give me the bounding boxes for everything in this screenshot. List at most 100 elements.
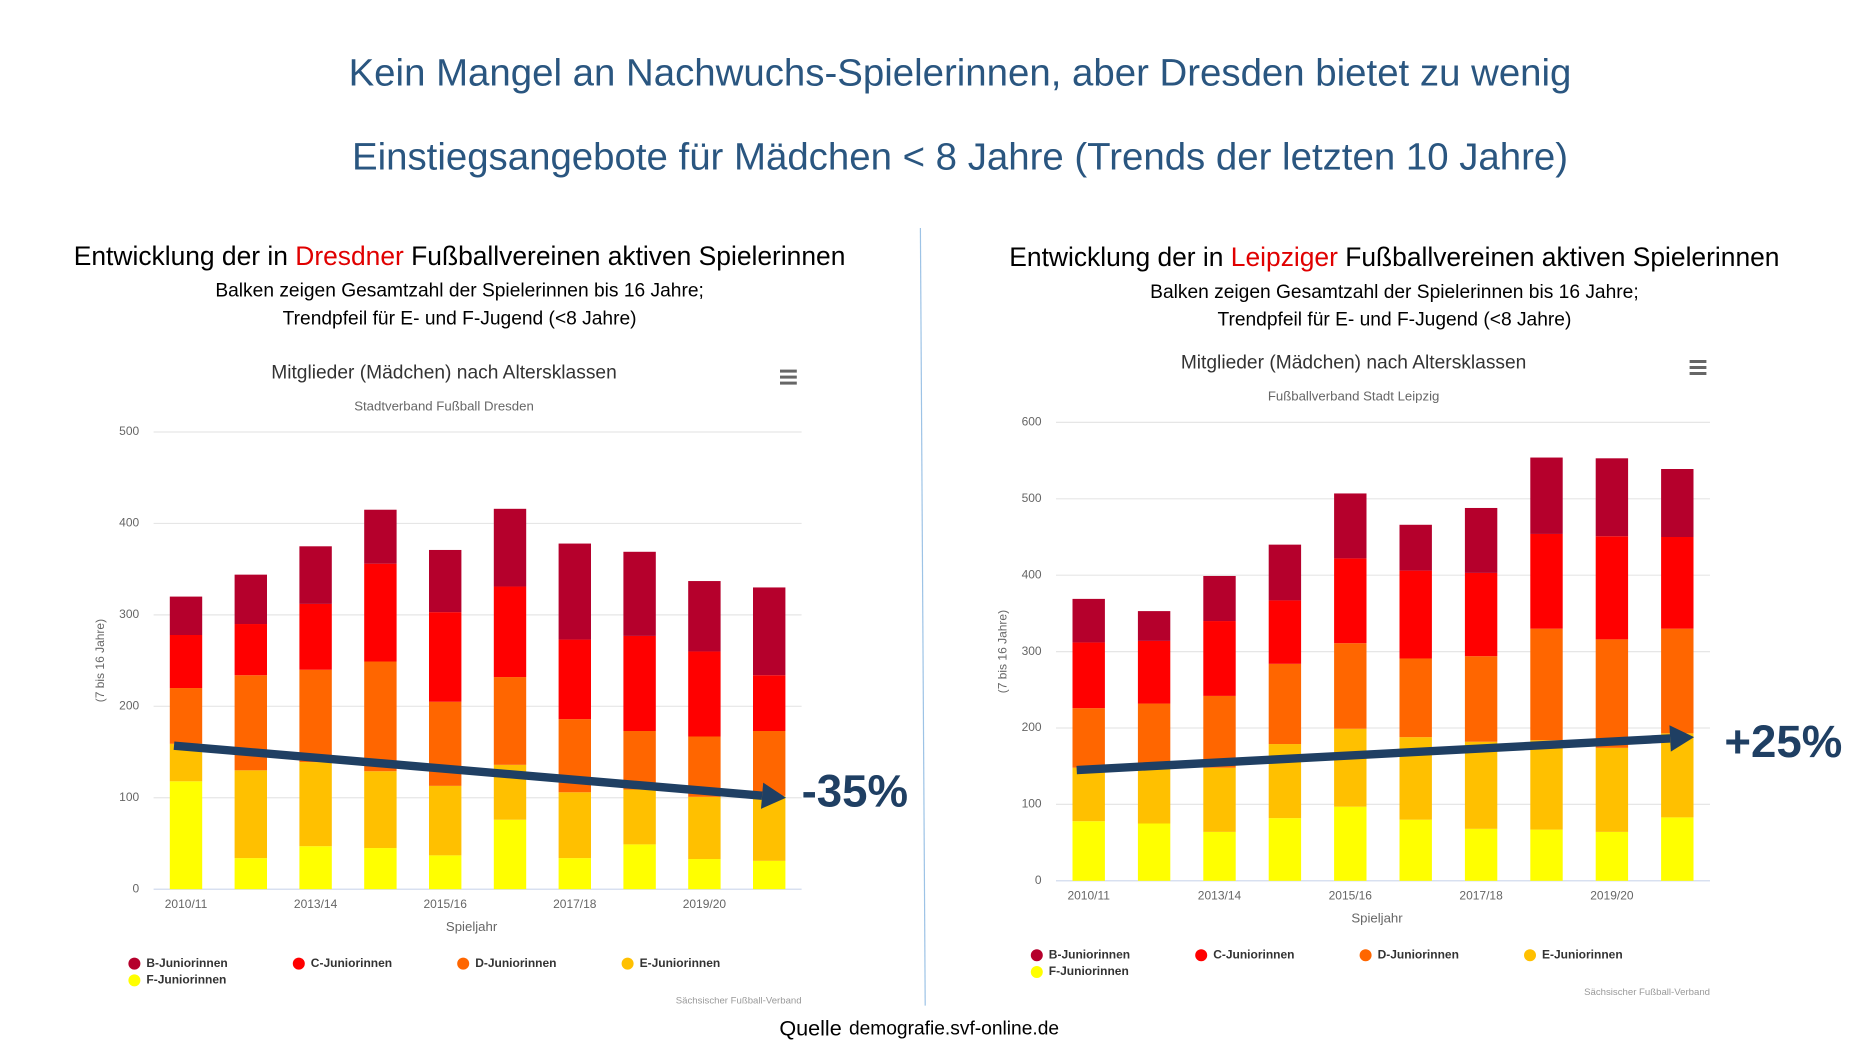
bar-segment <box>493 508 527 587</box>
bar-segment <box>1399 658 1432 738</box>
y-axis-label: (7 bis 16 Jahre) <box>995 610 1009 693</box>
legend-marker <box>1359 949 1372 962</box>
chart-heading: Entwicklung der in Leipziger Fußballvere… <box>1009 242 1779 272</box>
bar-segment <box>234 770 267 859</box>
legend-label: E-Juniorinnen <box>640 956 721 970</box>
bar-segment <box>558 858 591 890</box>
chart-heading: Entwicklung der in Dresdner Fußballverei… <box>74 241 846 271</box>
source-prefix: Quelle <box>779 1015 841 1040</box>
x-tick-label: 2015/16 <box>424 897 468 911</box>
bar-segment <box>429 785 462 856</box>
x-tick-label: 2017/18 <box>1459 889 1503 903</box>
legend-label: B-Juniorinnen <box>146 956 227 970</box>
legend-marker <box>621 957 634 970</box>
y-tick-label: 200 <box>1022 720 1042 734</box>
bar-segment <box>1203 831 1236 881</box>
bar-segment <box>1399 819 1432 881</box>
bar-segment <box>623 731 656 790</box>
bar-segment <box>1072 821 1105 881</box>
bar-segment <box>299 546 332 604</box>
bar-segment <box>234 574 267 625</box>
trend-label: -35% <box>802 765 908 816</box>
x-tick-label: 2013/14 <box>294 897 338 911</box>
bar-segment <box>1203 695 1236 768</box>
legend-marker <box>1030 966 1043 978</box>
chart-subtitle: Fußballverband Stadt Leipzig <box>1268 389 1440 404</box>
bar-segment <box>1268 818 1302 881</box>
divider <box>919 227 926 1006</box>
legend-marker <box>1030 949 1043 962</box>
legend-marker <box>1524 949 1536 962</box>
y-tick-label: 0 <box>1035 873 1042 887</box>
legend-label: D-Juniorinnen <box>1378 947 1459 961</box>
trend-arrowhead <box>1669 725 1695 752</box>
bar-segment <box>1595 831 1629 881</box>
bar-segment <box>688 651 721 737</box>
menu-icon <box>1689 372 1707 375</box>
credits: Sächsischer Fußball-Verband <box>676 995 802 1006</box>
y-tick-label: 200 <box>119 698 139 712</box>
bar-segment <box>1072 708 1105 768</box>
bar-segment <box>688 796 721 860</box>
bar-segment <box>1530 533 1563 629</box>
bar-segment <box>1661 817 1694 881</box>
bar-segment <box>558 792 591 859</box>
bar-segment <box>493 677 527 765</box>
menu-icon <box>1689 360 1707 363</box>
x-tick-label: 2010/11 <box>1067 889 1110 903</box>
source: Quelle demografie.svf-online.de <box>779 1015 1059 1040</box>
bar-segment <box>1530 628 1563 741</box>
chart-title: Mitglieder (Mädchen) nach Altersklassen <box>271 362 617 383</box>
bar-segment <box>1072 767 1105 822</box>
legend-marker <box>457 957 470 970</box>
bar-segment <box>1464 572 1498 657</box>
bar-segment <box>1334 728 1367 807</box>
bar-segment <box>1464 741 1498 829</box>
y-tick-label: 100 <box>119 790 139 804</box>
bar-segment <box>1137 823 1171 881</box>
bar-segment <box>1530 829 1563 881</box>
y-tick-label: 300 <box>1022 644 1042 658</box>
bar-segment <box>753 675 786 732</box>
bar-segment <box>493 819 527 890</box>
x-tick-label: 2017/18 <box>553 897 597 911</box>
bar-segment <box>753 587 786 676</box>
bar-segment <box>299 669 332 763</box>
bar-segment <box>1661 537 1694 629</box>
bar-segment <box>1595 639 1629 748</box>
bar-segment <box>1203 575 1236 622</box>
bar-segment <box>169 634 203 689</box>
bar-segment <box>1661 469 1694 537</box>
bar-segment <box>1530 457 1563 534</box>
credits: Sächsischer Fußball-Verband <box>1584 987 1710 998</box>
bar-segment <box>364 563 397 662</box>
heading-note: Trendpfeil für E- und F-Jugend (<8 Jahre… <box>1217 309 1571 330</box>
bar-segment <box>1268 663 1302 745</box>
heading-note: Balken zeigen Gesamtzahl der Spielerinne… <box>215 281 704 302</box>
legend-marker <box>128 957 141 970</box>
y-tick-label: 100 <box>1022 797 1042 811</box>
bar-segment <box>429 855 462 890</box>
bar-segment <box>1464 507 1498 573</box>
bar-segment <box>1595 458 1629 537</box>
heading-part: Fußballvereinen aktiven Spielerinnen <box>1338 242 1780 272</box>
x-axis-label: Spieljahr <box>1351 911 1403 926</box>
legend-marker <box>1195 949 1208 962</box>
trend-arrowhead <box>760 782 786 809</box>
bar-segment <box>1137 640 1171 704</box>
heading-part: Leipziger <box>1231 242 1338 272</box>
slide-title: Einstiegsangebote für Mädchen < 8 Jahre … <box>352 136 1568 179</box>
legend-label: C-Juniorinnen <box>1213 947 1294 961</box>
bar-segment <box>623 789 656 845</box>
menu-icon <box>780 369 797 373</box>
bar-segment <box>1203 767 1236 832</box>
y-tick-label: 300 <box>119 607 139 621</box>
bar-segment <box>558 639 591 720</box>
bar-segment <box>1334 806 1367 881</box>
bar-segment <box>558 543 591 640</box>
bar-segment <box>1137 703 1171 768</box>
bar-segment <box>1268 600 1302 664</box>
x-tick-label: 2019/20 <box>1590 889 1634 903</box>
y-tick-label: 500 <box>1022 491 1042 505</box>
